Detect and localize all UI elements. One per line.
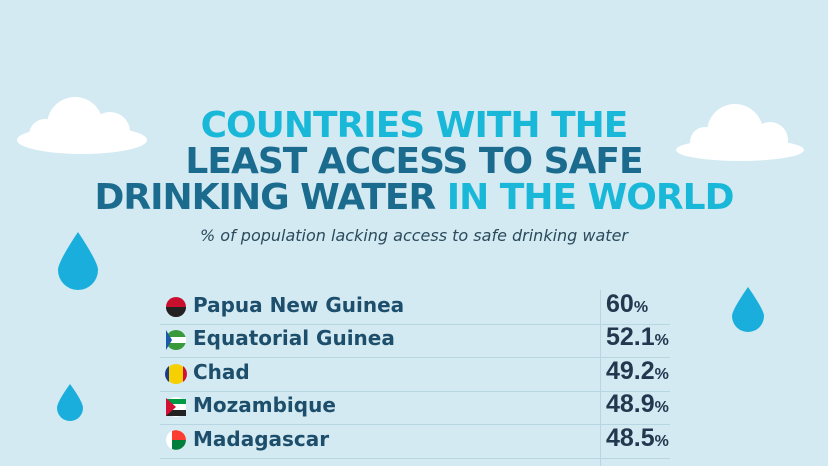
- table-row: Chad 49.2%: [160, 357, 670, 392]
- value-number: 60: [606, 290, 634, 318]
- value-unit: %: [633, 299, 649, 316]
- value: 52.1%: [606, 323, 669, 352]
- country-name: Papua New Guinea: [193, 293, 405, 317]
- country-name: Equatorial Guinea: [193, 326, 395, 351]
- value-number: 52.1: [606, 323, 655, 352]
- title-line: DRINKING WATER IN THE WORLD: [0, 178, 828, 218]
- value-number: 48.9: [606, 390, 655, 419]
- value: 49.2%: [606, 357, 669, 386]
- value-unit: %: [654, 365, 669, 383]
- value-number: 48.5: [606, 423, 655, 452]
- title-line: COUNTRIES WITH THE: [200, 105, 629, 146]
- droplet: [57, 232, 764, 421]
- table-row: Equatorial Guinea 52.1%: [160, 323, 670, 359]
- value-unit: %: [654, 332, 669, 350]
- country-name: Chad: [193, 359, 250, 384]
- value: 48.5%: [606, 424, 669, 453]
- subtitle: % of population lacking access to safe d…: [199, 226, 628, 245]
- title-line: LEAST ACCESS TO SAFE: [185, 141, 643, 182]
- cloud: [676, 104, 804, 161]
- table-row: Mozambique 48.9%: [160, 390, 670, 426]
- value-unit: %: [654, 399, 669, 417]
- divider: [600, 290, 601, 466]
- value-number: 49.2: [606, 356, 655, 385]
- country-name: Madagascar: [193, 426, 330, 451]
- table-row: Madagascar 48.5%: [160, 424, 670, 459]
- value: 48.9%: [606, 390, 669, 419]
- cloud: [17, 97, 147, 154]
- title-part: IN THE WORLD: [446, 177, 735, 218]
- title-part: DRINKING WATER: [94, 177, 437, 218]
- table-row: Papua New Guinea 60%: [160, 290, 670, 325]
- flags: [165, 297, 187, 450]
- country-name: Mozambique: [193, 393, 336, 418]
- value-unit: %: [654, 432, 669, 450]
- value: 60%: [606, 290, 648, 319]
